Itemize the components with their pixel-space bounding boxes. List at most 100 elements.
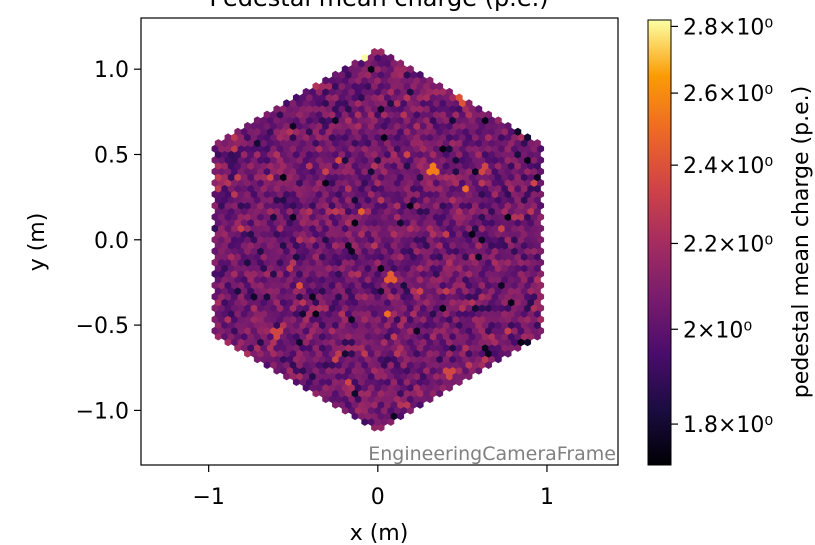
camera-pixel xyxy=(364,116,372,125)
camera-pixel xyxy=(351,275,359,284)
camera-pixel xyxy=(488,139,496,148)
camera-pixel xyxy=(459,304,466,313)
camera-pixel xyxy=(257,258,265,267)
camera-pixel xyxy=(273,252,281,261)
camera-pixel xyxy=(459,235,466,244)
camera-pixel xyxy=(315,190,323,199)
camera-pixel xyxy=(475,252,483,261)
camera-pixel xyxy=(286,184,294,193)
camera-pixel xyxy=(485,167,492,176)
camera-pixel xyxy=(260,127,268,136)
camera-pixel xyxy=(423,116,431,125)
camera-pixel xyxy=(452,190,460,199)
camera-pixel xyxy=(533,161,541,170)
camera-pixel xyxy=(315,383,323,392)
camera-pixel xyxy=(472,326,479,335)
camera-pixel xyxy=(240,161,248,170)
camera-pixel xyxy=(507,275,515,284)
camera-pixel xyxy=(416,207,424,216)
camera-pixel xyxy=(377,400,385,409)
camera-pixel xyxy=(511,304,519,313)
camera-pixel xyxy=(283,315,291,324)
camera-pixel xyxy=(247,139,255,148)
camera-pixel xyxy=(371,230,378,239)
camera-pixel xyxy=(410,70,418,79)
camera-pixel xyxy=(240,309,248,318)
camera-pixel xyxy=(429,366,437,375)
camera-pixel xyxy=(380,213,388,222)
camera-pixel xyxy=(439,178,447,187)
camera-pixel xyxy=(371,252,378,261)
camera-pixel xyxy=(348,133,356,142)
camera-pixel xyxy=(224,315,232,324)
camera-pixel xyxy=(423,173,431,182)
camera-pixel xyxy=(449,150,457,159)
camera-pixel xyxy=(442,366,450,375)
camera-pixel xyxy=(364,93,372,102)
camera-pixel xyxy=(367,349,375,358)
camera-pixel xyxy=(322,383,330,392)
camera-pixel xyxy=(410,116,418,125)
camera-pixel xyxy=(380,338,388,347)
camera-pixel xyxy=(481,195,489,204)
camera-pixel xyxy=(302,247,310,256)
camera-pixel xyxy=(393,406,401,415)
camera-pixel xyxy=(501,332,509,341)
camera-pixel xyxy=(332,241,339,250)
camera-pixel xyxy=(436,104,444,113)
camera-pixel xyxy=(442,298,450,307)
camera-pixel xyxy=(507,184,515,193)
camera-pixel xyxy=(498,304,505,313)
camera-pixel xyxy=(302,213,310,222)
camera-pixel xyxy=(445,110,453,119)
camera-pixel xyxy=(319,377,326,387)
camera-pixel xyxy=(351,127,359,136)
camera-pixel xyxy=(413,304,421,313)
camera-pixel xyxy=(338,343,346,352)
camera-pixel xyxy=(234,241,242,250)
camera-pixel xyxy=(494,309,502,318)
camera-pixel xyxy=(299,173,307,182)
camera-pixel xyxy=(478,190,486,199)
colorbar-label: pedestal mean charge (p.e.) xyxy=(789,86,814,398)
camera-pixel xyxy=(218,178,225,187)
camera-pixel xyxy=(455,139,463,148)
camera-pixel xyxy=(380,76,388,85)
camera-pixel xyxy=(211,258,219,267)
camera-pixel xyxy=(299,343,307,352)
camera-pixel xyxy=(309,349,317,358)
camera-pixel xyxy=(410,241,418,250)
camera-pixel xyxy=(332,116,339,125)
camera-pixel xyxy=(299,264,307,273)
camera-pixel xyxy=(237,281,245,290)
camera-pixel xyxy=(465,269,473,278)
camera-pixel xyxy=(286,195,294,204)
camera-pixel xyxy=(462,139,470,148)
camera-pixel xyxy=(485,110,492,119)
camera-pixel xyxy=(361,360,369,369)
camera-pixel xyxy=(472,338,479,347)
camera-pixel xyxy=(459,372,466,381)
camera-pixel xyxy=(472,156,479,165)
camera-pixel xyxy=(468,309,476,318)
camera-pixel xyxy=(419,269,427,278)
camera-pixel xyxy=(253,241,261,250)
camera-pixel xyxy=(410,355,418,364)
camera-pixel xyxy=(406,360,414,369)
camera-pixel xyxy=(455,332,463,341)
camera-pixel xyxy=(488,230,496,239)
camera-pixel xyxy=(507,241,515,250)
camera-pixel xyxy=(419,87,427,96)
camera-pixel xyxy=(481,321,489,330)
camera-pixel xyxy=(429,116,437,125)
camera-pixel xyxy=(312,343,320,352)
camera-pixel xyxy=(416,264,424,273)
camera-pixel xyxy=(527,139,535,148)
camera-pixel xyxy=(237,190,245,199)
camera-pixel xyxy=(445,213,453,222)
camera-pixel xyxy=(244,281,252,290)
camera-pixel xyxy=(400,281,408,290)
camera-pixel xyxy=(260,139,268,148)
camera-pixel xyxy=(374,99,382,108)
camera-pixel xyxy=(302,315,310,324)
